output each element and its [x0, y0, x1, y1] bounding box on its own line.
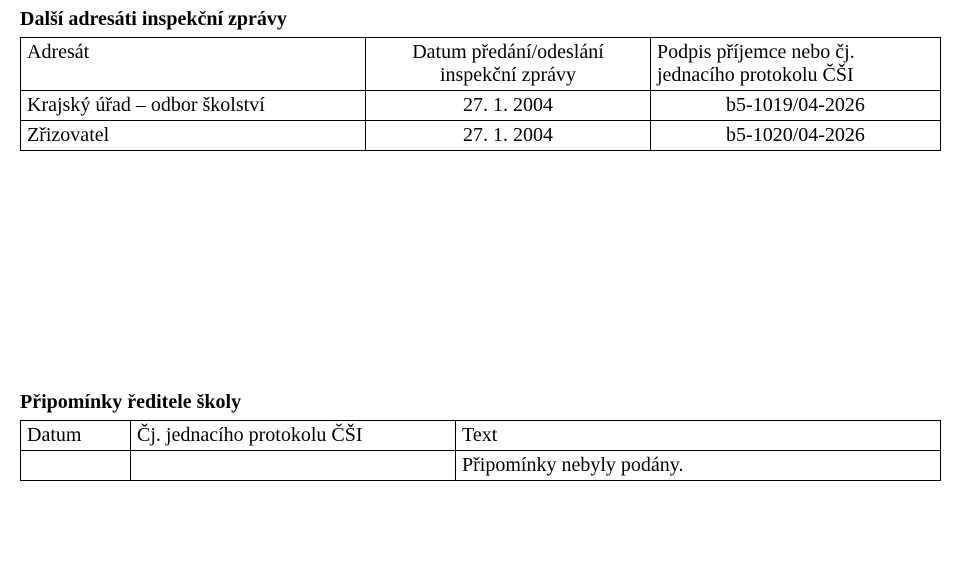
cell-text: Připomínky nebyly podány. — [456, 451, 941, 481]
section1-title: Další adresáti inspekční zprávy — [20, 8, 940, 31]
recipients-table: Adresát Datum předání/odeslání inspekční… — [20, 37, 941, 151]
header-date: Datum předání/odeslání inspekční zprávy — [366, 38, 651, 91]
table-row: Připomínky nebyly podány. — [21, 451, 941, 481]
cell-recipient: Krajský úřad – odbor školství — [21, 91, 366, 121]
cell-date — [21, 451, 131, 481]
header-date-line2: inspekční zprávy — [440, 64, 576, 86]
cell-ref: b5-1019/04-2026 — [651, 91, 941, 121]
cell-date: 27. 1. 2004 — [366, 121, 651, 151]
header-ref: Čj. jednacího protokolu ČŠI — [131, 421, 456, 451]
table-row: Zřizovatel 27. 1. 2004 b5-1020/04-2026 — [21, 121, 941, 151]
header-ref-line2: jednacího protokolu ČŠI — [657, 64, 854, 86]
header-ref-line1: Podpis příjemce nebo čj. — [657, 41, 855, 63]
cell-ref: b5-1020/04-2026 — [651, 121, 941, 151]
cell-date: 27. 1. 2004 — [366, 91, 651, 121]
table-row: Krajský úřad – odbor školství 27. 1. 200… — [21, 91, 941, 121]
cell-recipient: Zřizovatel — [21, 121, 366, 151]
comments-table: Datum Čj. jednacího protokolu ČŠI Text P… — [20, 420, 941, 481]
header-text: Text — [456, 421, 941, 451]
table-header-row: Datum Čj. jednacího protokolu ČŠI Text — [21, 421, 941, 451]
header-date: Datum — [21, 421, 131, 451]
cell-ref — [131, 451, 456, 481]
header-ref: Podpis příjemce nebo čj. jednacího proto… — [651, 38, 941, 91]
header-date-line1: Datum předání/odeslání — [412, 41, 604, 63]
table-header-row: Adresát Datum předání/odeslání inspekční… — [21, 38, 941, 91]
header-recipient: Adresát — [21, 38, 366, 91]
section2-title: Připomínky ředitele školy — [20, 391, 940, 414]
